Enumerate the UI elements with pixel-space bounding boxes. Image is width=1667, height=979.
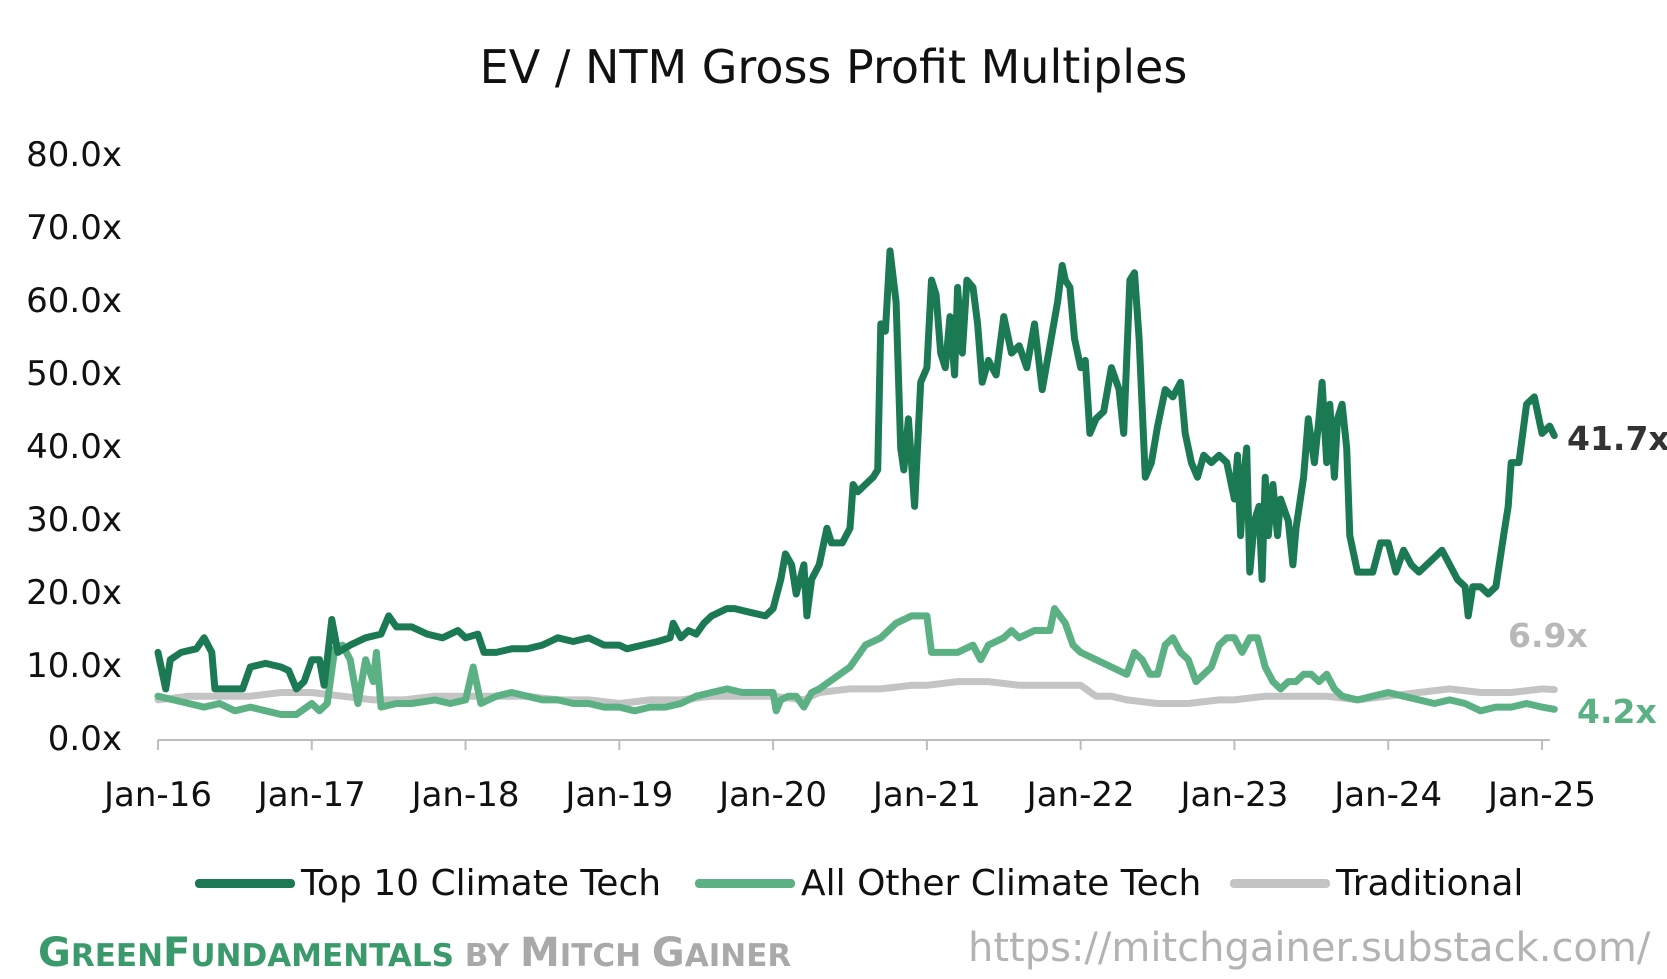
legend-swatch-top10: [195, 878, 295, 888]
x-tick-label: Jan-21: [872, 775, 981, 815]
x-tick-label: Jan-23: [1180, 775, 1289, 815]
series-line-top-10-climate-tech: [154, 247, 1558, 693]
x-tick-label: Jan-25: [1488, 775, 1596, 815]
legend-swatch-other: [695, 878, 795, 888]
x-tick-label: Jan-18: [411, 775, 520, 815]
legend-label-traditional: Traditional: [1336, 862, 1524, 904]
chart-title: EV / NTM Gross Profit Multiples: [479, 40, 1188, 94]
end-label-top10: 41.7x: [1567, 419, 1667, 458]
end-label-other: 4.2x: [1577, 692, 1657, 731]
series-line-all-other-climate-tech: [154, 605, 1558, 718]
legend-item-top10: Top 10 Climate Tech: [195, 858, 661, 908]
y-tick-label: 60.0x: [26, 281, 122, 321]
series-line-traditional: [154, 678, 1558, 707]
legend-swatch-traditional: [1230, 878, 1330, 888]
legend-label-other: All Other Climate Tech: [801, 862, 1202, 904]
brand-undamentals: UNDAMENTALS: [190, 938, 454, 974]
x-tick-label: Jan-24: [1334, 775, 1443, 815]
y-tick-label: 10.0x: [26, 646, 122, 686]
source-url: https://mitchgainer.substack.com/: [968, 925, 1651, 971]
end-label-traditional: 6.9x: [1508, 616, 1588, 655]
legend: Top 10 Climate Tech All Other Climate Te…: [0, 858, 1667, 908]
x-tick-label: Jan-19: [565, 775, 674, 815]
x-tick-label: Jan-22: [1026, 775, 1135, 815]
y-tick-label: 70.0x: [26, 208, 122, 248]
x-tick-label: Jan-17: [257, 775, 366, 815]
brand-g: G: [38, 930, 71, 976]
brand-logo-text: GREENFUNDAMENTALS BY MITCH GAINER: [38, 930, 791, 976]
legend-item-other: All Other Climate Tech: [695, 858, 1201, 908]
brand-itch: ITCH: [559, 938, 652, 974]
brand-ainer: AINER: [684, 938, 792, 974]
brand-m: M: [519, 930, 560, 976]
y-tick-label: 80.0x: [26, 135, 122, 175]
brand-reen: REEN: [70, 938, 164, 974]
y-tick-label: 40.0x: [26, 427, 122, 467]
x-tick-label: Jan-16: [104, 775, 212, 815]
y-tick-label: 0.0x: [47, 719, 122, 759]
brand-g2: G: [651, 930, 685, 976]
x-tick-label: Jan-20: [719, 775, 828, 815]
brand-by: BY: [453, 938, 520, 974]
brand-f: F: [163, 930, 191, 976]
legend-item-traditional: Traditional: [1230, 858, 1523, 908]
y-tick-label: 30.0x: [26, 500, 122, 540]
y-tick-label: 20.0x: [26, 573, 122, 613]
y-tick-label: 50.0x: [26, 354, 122, 394]
legend-label-top10: Top 10 Climate Tech: [301, 862, 662, 904]
